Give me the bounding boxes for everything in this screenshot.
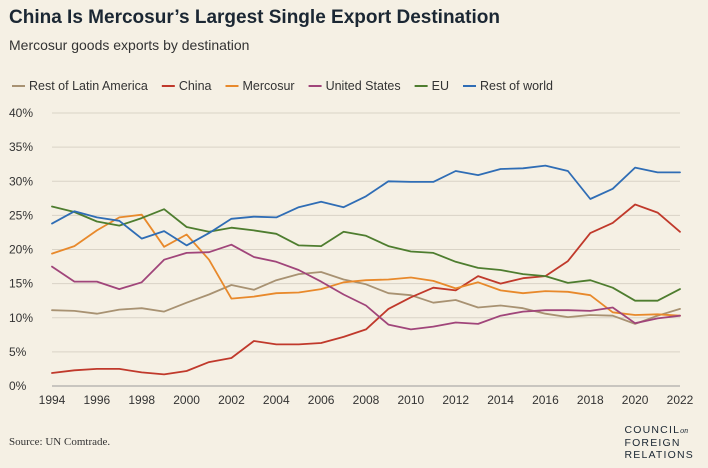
x-tick-label: 2020: [622, 393, 649, 407]
x-tick-label: 2010: [398, 393, 425, 407]
logo-line3: RELATIONS: [624, 449, 694, 461]
x-tick-label: 2018: [577, 393, 604, 407]
y-tick-label: 20%: [9, 243, 33, 257]
y-tick-label: 30%: [9, 174, 33, 188]
legend-label-eu: EU: [432, 79, 449, 93]
series-line-united-states: [51, 243, 681, 331]
legend-label-mercosur: Mercosur: [242, 79, 294, 93]
x-tick-label: 2012: [442, 393, 469, 407]
x-tick-label: 2022: [667, 393, 694, 407]
x-tick-label: 1998: [128, 393, 155, 407]
x-tick-label: 2000: [173, 393, 200, 407]
x-tick-label: 2002: [218, 393, 245, 407]
y-tick-label: 35%: [9, 140, 33, 154]
series-line-mercosur: [51, 213, 681, 317]
x-tick-label: 2014: [487, 393, 514, 407]
y-tick-label: 5%: [9, 345, 27, 359]
series-line-rest-of-world: [51, 164, 681, 247]
series-line-eu: [51, 205, 681, 302]
y-tick-label: 15%: [9, 277, 33, 291]
x-tick-label: 2016: [532, 393, 559, 407]
source-note: Source: UN Comtrade.: [9, 436, 111, 448]
y-tick-label: 25%: [9, 208, 33, 222]
x-tick-label: 2004: [263, 393, 290, 407]
line-chart: 0% 5% 10% 15% 20% 25% 30% 35% 40% 1994 1996 1998 200…: [9, 79, 694, 407]
chart-subtitle: Mercosur goods exports by destination: [9, 37, 250, 53]
logo-line2: FOREIGN: [624, 437, 681, 449]
y-tick-label: 40%: [9, 106, 33, 120]
series-line-rest-of-latin-america: [51, 271, 681, 325]
logo-line1: COUNCIL: [624, 424, 681, 436]
legend-label-china: China: [179, 79, 212, 93]
legend-label-rest-of-latin-america: Rest of Latin America: [29, 79, 148, 93]
legend-label-rest-of-world: Rest of world: [480, 79, 553, 93]
cfr-logo: COUNCILon FOREIGN RELATIONS: [624, 424, 694, 461]
x-tick-label: 2008: [353, 393, 380, 407]
x-tick-label: 1994: [39, 393, 66, 407]
x-tick-label: 2006: [308, 393, 335, 407]
y-tick-label: 10%: [9, 311, 33, 325]
series-line-china: [51, 203, 681, 376]
x-tick-label: 1996: [84, 393, 111, 407]
logo-small: on: [680, 426, 689, 435]
y-tick-label: 0%: [9, 379, 27, 393]
legend-label-united-states: United States: [326, 79, 401, 93]
chart-title: China Is Mercosur’s Largest Single Expor…: [9, 7, 500, 28]
